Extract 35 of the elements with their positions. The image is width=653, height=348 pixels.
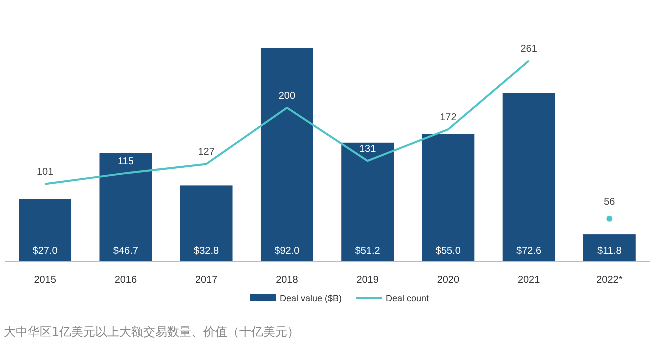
legend-label: Deal value ($B): [280, 294, 342, 304]
data-label: 115: [118, 156, 134, 168]
data-label: 172: [440, 112, 458, 124]
bar: [100, 153, 152, 262]
data-label: 101: [36, 167, 54, 178]
data-label: $46.7: [113, 246, 139, 257]
data-label: $11.8: [598, 246, 622, 257]
x-tick-label: 2021: [518, 275, 541, 286]
data-label: 200: [278, 90, 296, 102]
bar: [583, 234, 636, 262]
bar: [19, 199, 72, 262]
bar: [180, 186, 233, 262]
data-label: 56: [604, 196, 616, 208]
legend-label: Deal count: [386, 294, 430, 304]
bar: [502, 93, 556, 262]
x-tick-label: 2016: [114, 275, 138, 286]
data-label: $27.0: [32, 246, 58, 257]
data-label: $92.0: [274, 246, 300, 257]
data-label: $55.0: [436, 246, 462, 257]
data-label: $32.8: [194, 246, 220, 257]
bar: [422, 134, 475, 262]
text: 大中华区1亿美元以上大额交易数量、价值（十亿美元）: [4, 325, 300, 339]
data-label: $72.6: [516, 246, 542, 257]
x-tick-label: 2015: [34, 275, 57, 286]
x-tick-label: 2020: [437, 275, 460, 286]
x-tick-label: 2017: [195, 275, 218, 286]
x-tick-label: 2018: [276, 275, 299, 286]
x-tick-label: 2019: [356, 275, 380, 286]
data-label: $51.2: [355, 246, 381, 257]
bar: [260, 48, 314, 262]
data-label: 261: [520, 44, 538, 55]
x-tick-label: 2022*: [596, 275, 623, 286]
bar: [342, 142, 394, 262]
data-label: 131: [359, 144, 377, 156]
data-label: 127: [198, 147, 216, 158]
